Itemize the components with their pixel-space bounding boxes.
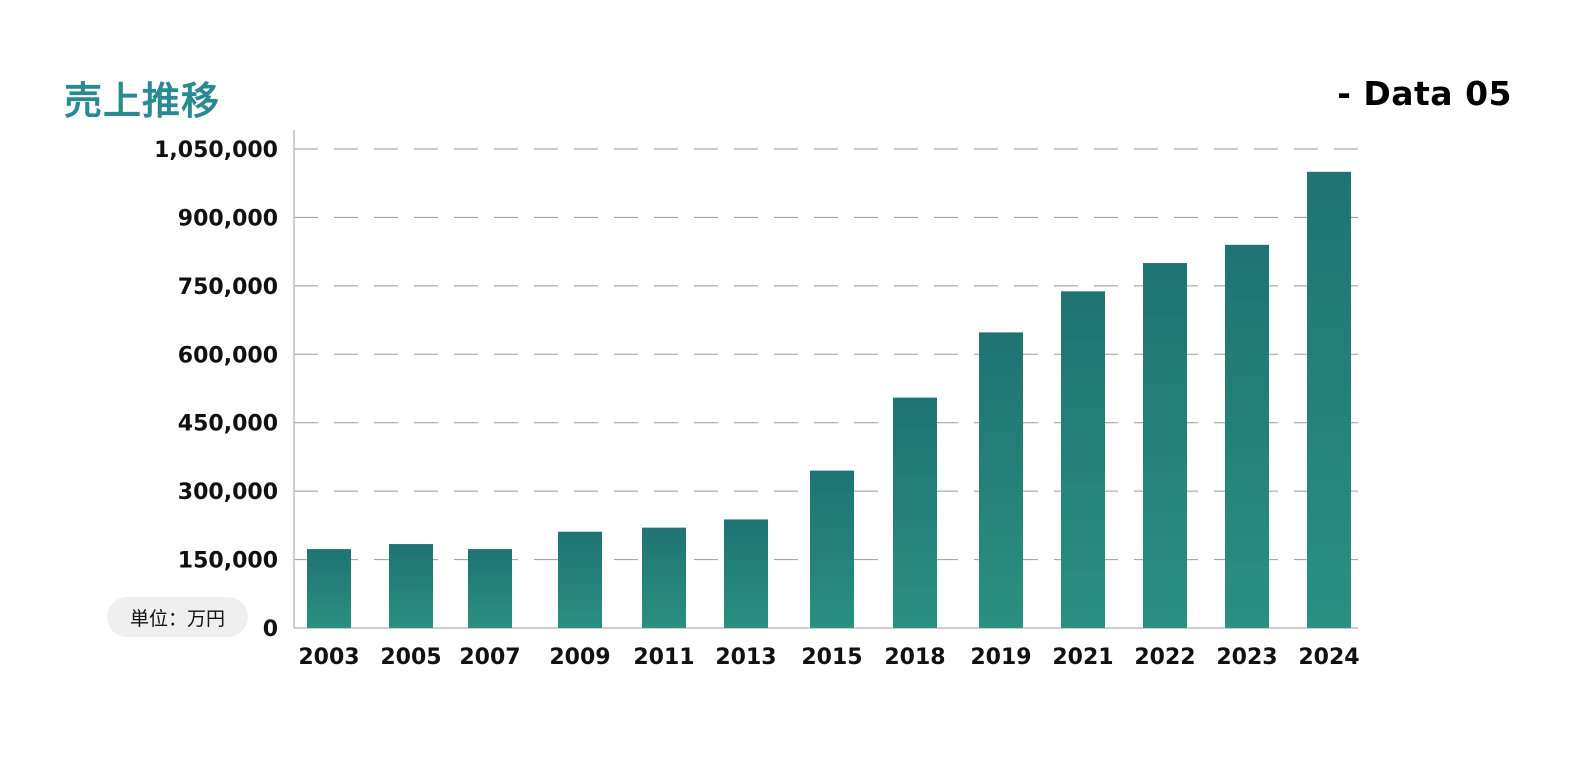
y-tick-label: 1,050,000 (154, 138, 278, 163)
y-tick-label: 300,000 (178, 480, 278, 505)
x-tick-label: 2021 (1052, 645, 1113, 670)
bar-2018 (893, 397, 937, 628)
bar-2024 (1307, 171, 1351, 629)
bar-2011 (642, 527, 686, 628)
bar-2021 (1061, 291, 1105, 628)
bar-2005 (389, 544, 433, 628)
bar-2013 (724, 519, 768, 628)
x-tick-labels: 2003 2005 2007 2009 2011 2013 2015 2018 2019 2021… (298, 645, 1359, 670)
y-tick-label: 0 (263, 617, 278, 642)
bar-2023 (1225, 244, 1269, 629)
y-tick-label: 600,000 (178, 343, 278, 368)
x-tick-label: 2005 (380, 645, 441, 670)
x-tick-label: 2018 (884, 645, 945, 670)
x-tick-label: 2013 (715, 645, 776, 670)
x-tick-label: 2009 (549, 645, 610, 670)
bar-2003 (307, 549, 351, 628)
x-tick-label: 2019 (970, 645, 1031, 670)
x-tick-label: 2007 (459, 645, 520, 670)
bar-2022 (1143, 263, 1187, 628)
y-tick-label: 150,000 (178, 549, 278, 574)
x-tick-label: 2023 (1216, 645, 1277, 670)
bar-2009 (558, 531, 602, 628)
y-tick-labels: 0 150,000 300,000 450,000 600,000 750,000 900,… (154, 138, 278, 642)
y-tick-label: 450,000 (178, 412, 278, 437)
x-tick-label: 2022 (1134, 645, 1195, 670)
x-tick-label: 2015 (801, 645, 862, 670)
data-tag: - Data 05 (1337, 74, 1512, 113)
bars (307, 171, 1351, 629)
bar-2015 (810, 470, 854, 628)
chart-title: 売上推移 (64, 79, 221, 123)
bar-2019 (979, 332, 1023, 628)
x-tick-label: 2011 (633, 645, 694, 670)
bar-2007 (468, 549, 512, 628)
x-tick-label: 2024 (1298, 645, 1359, 670)
y-tick-label: 900,000 (178, 206, 278, 231)
x-tick-label: 2003 (298, 645, 359, 670)
y-tick-label: 750,000 (178, 275, 278, 300)
unit-badge: 単位：万円 (107, 597, 248, 637)
